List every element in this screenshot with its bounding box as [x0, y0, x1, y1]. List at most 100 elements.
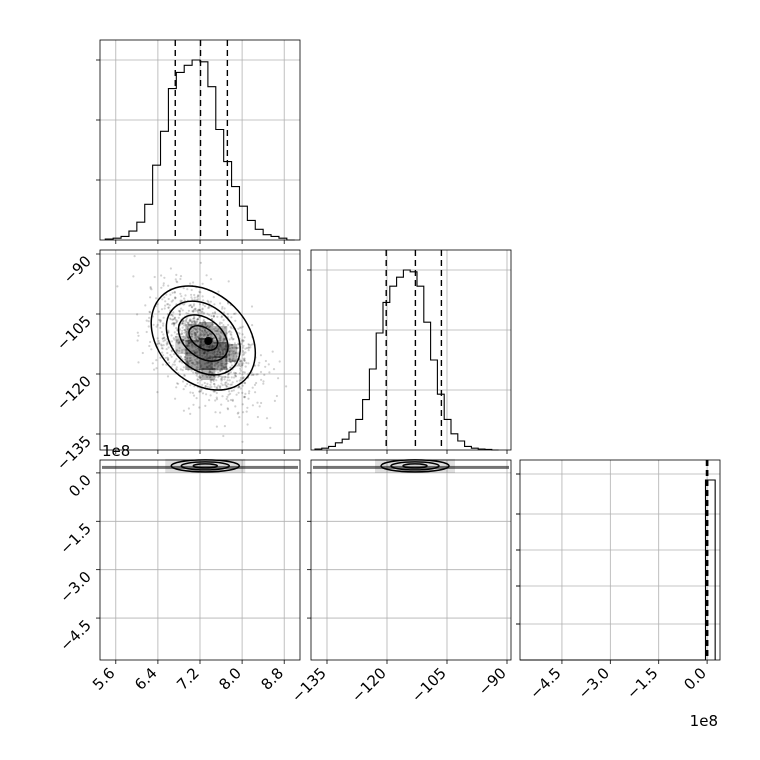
sample-point [208, 399, 211, 402]
y-tick-label-left: −120 [53, 372, 95, 414]
sample-point [151, 362, 154, 365]
z-tick-label-left: −3.0 [56, 568, 94, 606]
sample-point [199, 332, 202, 335]
sample-point [219, 378, 223, 381]
sample-point [208, 325, 211, 329]
sample-point [203, 333, 206, 336]
sample-point [216, 369, 219, 372]
sample-point [214, 399, 217, 402]
sample-point [235, 380, 239, 383]
sample-point [229, 366, 232, 369]
sample-point [192, 349, 195, 352]
sample-point [214, 362, 217, 365]
sample-point [181, 309, 184, 312]
sample-point [156, 303, 159, 306]
sample-point [187, 342, 190, 346]
sample-point [240, 362, 244, 365]
sample-point [172, 321, 175, 325]
sample-point [230, 389, 233, 393]
sample-point [203, 381, 206, 385]
sample-point [175, 358, 178, 361]
sample-point [195, 331, 198, 334]
sample-point [160, 286, 163, 289]
sample-point [162, 284, 165, 287]
sample-point [159, 326, 162, 329]
sample-point [189, 318, 192, 321]
sample-point [234, 351, 237, 354]
sample-point [186, 344, 189, 347]
sample-point [215, 386, 219, 389]
sample-point [217, 333, 220, 336]
sample-point [218, 323, 221, 326]
sample-point [224, 381, 227, 384]
sample-point [170, 350, 173, 353]
density-cell-10 [175, 336, 186, 354]
sample-point [156, 391, 159, 394]
sample-point [192, 304, 195, 307]
sample-point [185, 333, 188, 336]
sample-point [186, 382, 189, 386]
sample-point [182, 338, 185, 342]
sample-point [212, 390, 215, 393]
sample-point [234, 360, 237, 363]
sample-point [230, 343, 234, 346]
sample-point [250, 305, 254, 308]
z-tick-label-left: 0.0 [65, 471, 95, 501]
contour-level-1 [390, 461, 440, 471]
sample-point [161, 363, 164, 366]
sample-point [186, 357, 189, 360]
sample-point [183, 374, 186, 377]
sample-point [163, 276, 166, 279]
sample-point [220, 382, 223, 385]
sample-point [222, 324, 225, 327]
z-tick-label-left: −4.5 [56, 616, 94, 654]
sample-point [168, 317, 172, 320]
z-tick-label-bottom: −4.5 [526, 664, 564, 702]
sample-point [203, 320, 206, 323]
sample-point [229, 383, 232, 386]
sample-point [171, 314, 174, 318]
sample-point [175, 341, 178, 344]
sample-point [175, 386, 178, 389]
sample-point [234, 372, 237, 375]
sample-point [164, 339, 167, 342]
sample-point [251, 386, 254, 389]
sample-point [219, 337, 222, 340]
sample-point [239, 367, 242, 370]
sample-point [198, 316, 201, 319]
sample-point [183, 324, 186, 327]
sample-point [186, 352, 189, 355]
sample-point [184, 324, 187, 327]
sample-point [194, 334, 197, 337]
sample-point [216, 361, 219, 365]
sample-point [178, 360, 181, 363]
sample-point [183, 373, 186, 377]
sample-point [243, 352, 246, 355]
sample-point [165, 293, 168, 296]
sample-point [167, 346, 170, 349]
sample-point [229, 343, 232, 347]
sample-point [230, 337, 233, 340]
sample-point [187, 321, 190, 324]
sample-point [224, 326, 227, 329]
sample-point [198, 334, 201, 337]
sample-point [188, 341, 191, 344]
sample-point [248, 343, 251, 346]
sample-point [247, 362, 250, 365]
sample-point [184, 385, 187, 388]
y-tick-label-bottom: −120 [348, 664, 390, 706]
sample-point [215, 391, 218, 395]
sample-point [158, 341, 161, 345]
sample-point [221, 307, 224, 310]
sample-point [251, 404, 254, 407]
sample-point [228, 353, 231, 356]
sample-point [188, 352, 191, 355]
sample-point [174, 397, 177, 400]
sample-point [217, 364, 220, 367]
sample-point [184, 337, 187, 340]
sample-point [190, 293, 193, 296]
sample-point [236, 412, 239, 415]
sample-point [212, 382, 216, 385]
sample-point [227, 373, 230, 376]
sample-point [225, 381, 228, 384]
